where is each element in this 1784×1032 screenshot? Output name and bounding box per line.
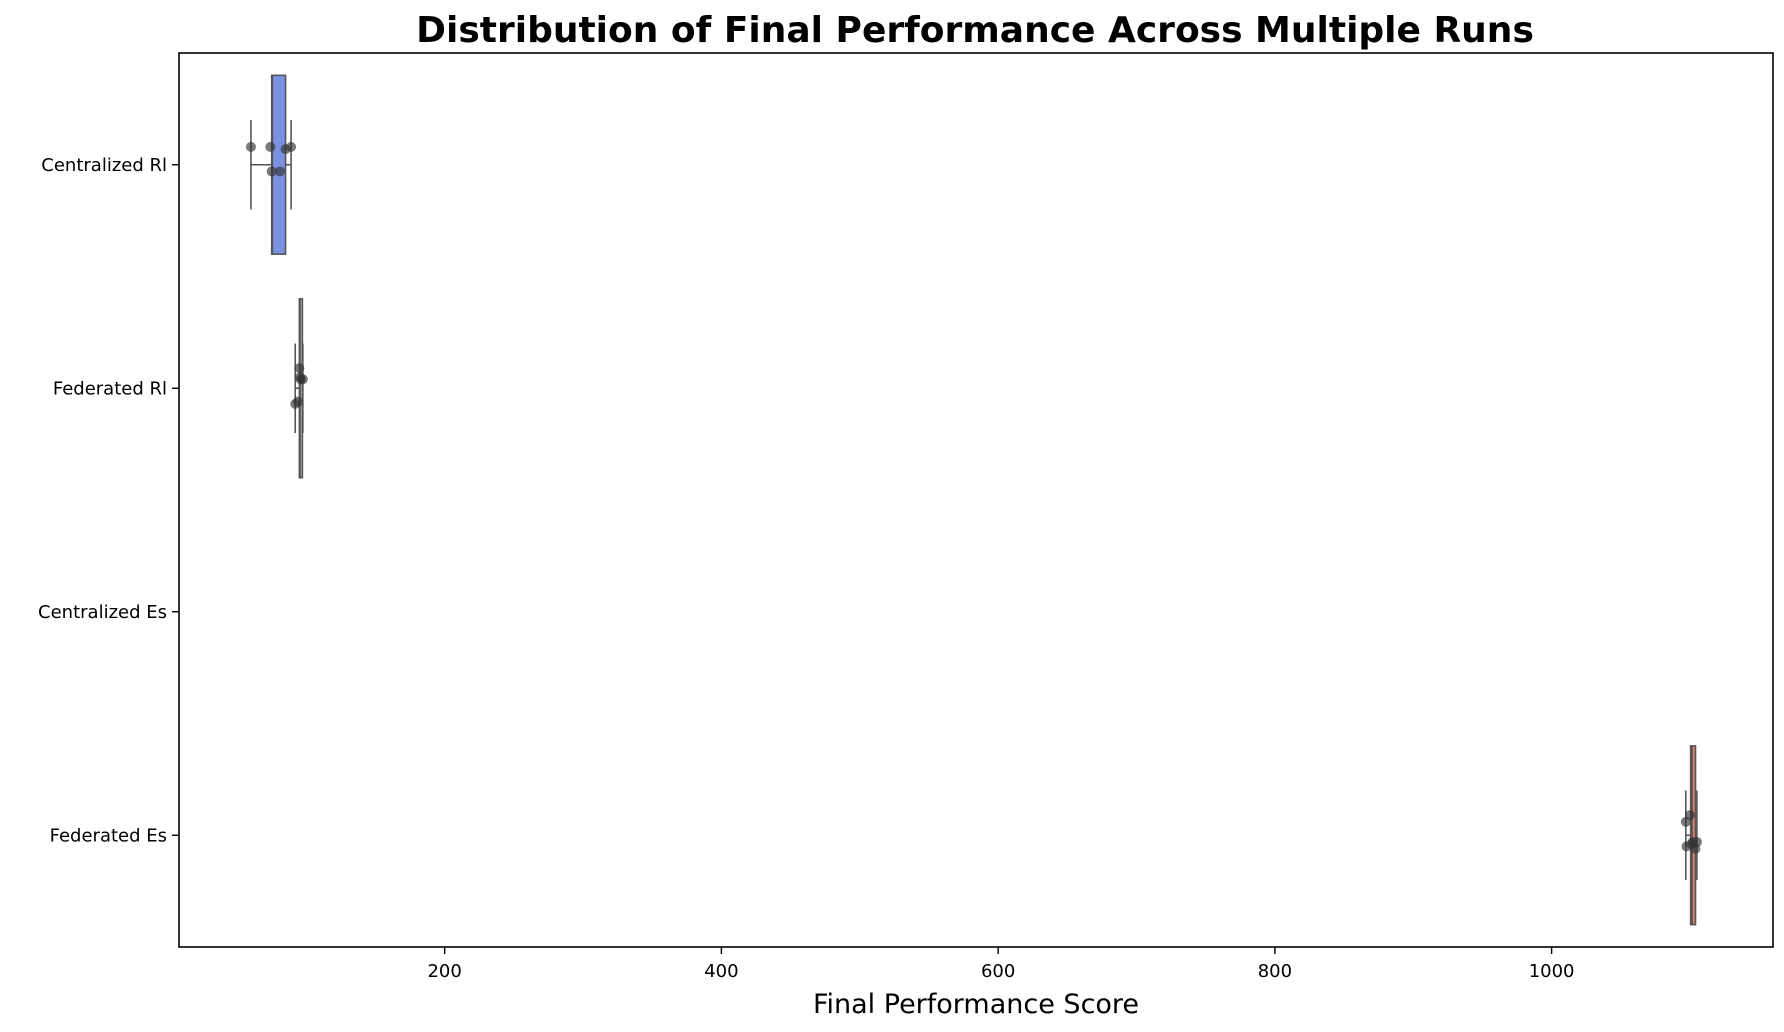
box-group (290, 298, 308, 479)
y-tick-label: Centralized Rl (41, 155, 167, 176)
data-point (292, 396, 303, 407)
data-point (286, 141, 297, 152)
data-point (1691, 836, 1702, 847)
axes: 200 400 600 800 1000 Centralized Rl Federated … (38, 52, 1774, 982)
data-point (1684, 810, 1695, 821)
box (1689, 745, 1697, 926)
data-point (265, 141, 276, 152)
x-axis-label: Final Performance Score (813, 989, 1139, 1020)
box (270, 74, 287, 255)
data-point (297, 374, 308, 385)
plot-frame (178, 52, 1774, 948)
data-point (245, 141, 256, 152)
data-point (266, 166, 277, 177)
data-point (275, 166, 286, 177)
x-tick-label: 400 (704, 961, 738, 982)
box-group (245, 74, 297, 255)
chart-title: Distribution of Final Performance Across… (416, 10, 1534, 51)
x-tick-label: 200 (427, 961, 461, 982)
y-tick-label: Federated Es (50, 825, 167, 846)
box-group (1680, 745, 1702, 926)
plot-area (245, 74, 1702, 926)
x-tick-label: 800 (1258, 961, 1292, 982)
x-tick-label: 600 (981, 961, 1015, 982)
x-tick-label: 1000 (1529, 961, 1575, 982)
data-point (294, 363, 305, 374)
y-tick-label: Centralized Es (38, 602, 167, 623)
y-tick-label: Federated Rl (53, 378, 167, 399)
